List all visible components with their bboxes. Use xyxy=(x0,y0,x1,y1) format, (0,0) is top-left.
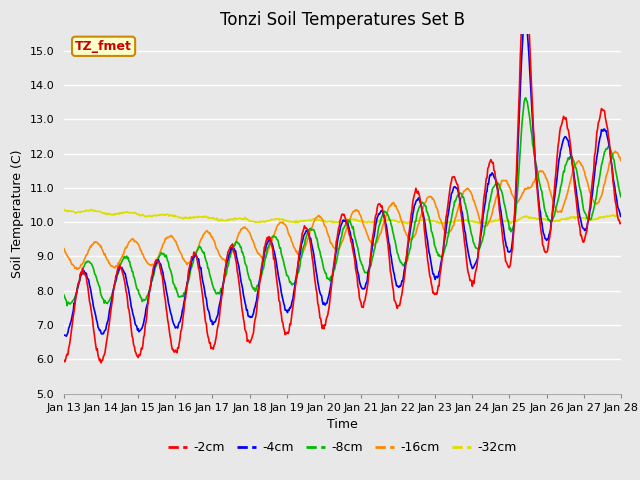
Y-axis label: Soil Temperature (C): Soil Temperature (C) xyxy=(11,149,24,278)
Legend: -2cm, -4cm, -8cm, -16cm, -32cm: -2cm, -4cm, -8cm, -16cm, -32cm xyxy=(163,436,522,459)
Text: TZ_fmet: TZ_fmet xyxy=(75,40,132,53)
Title: Tonzi Soil Temperatures Set B: Tonzi Soil Temperatures Set B xyxy=(220,11,465,29)
X-axis label: Time: Time xyxy=(327,418,358,431)
